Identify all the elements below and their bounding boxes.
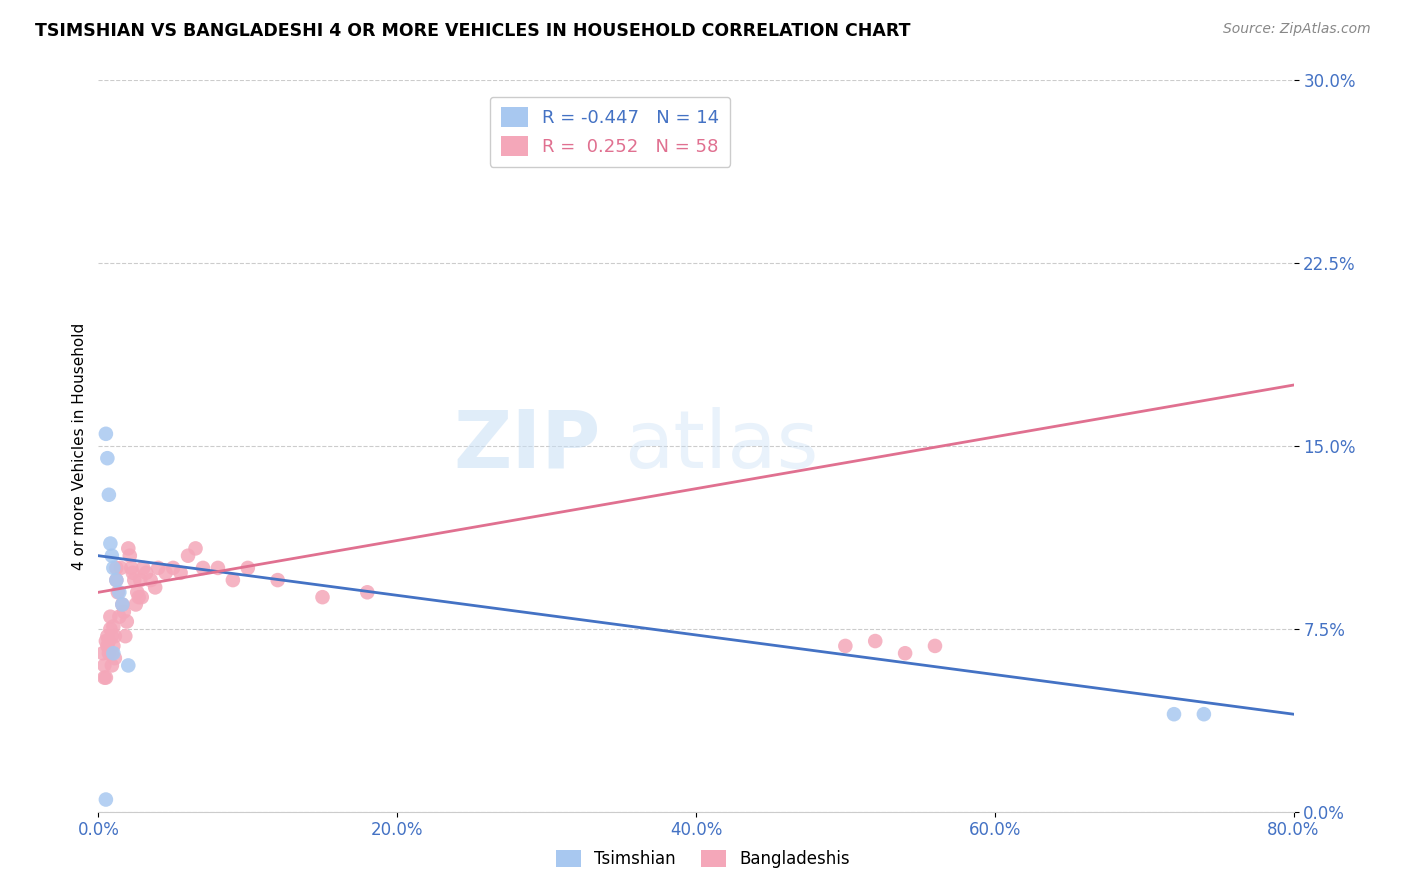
Point <box>96 639 118 653</box>
Point <box>356 585 378 599</box>
Text: atlas: atlas <box>624 407 818 485</box>
Point <box>107 585 129 599</box>
Point <box>1192 707 1215 722</box>
Point <box>207 561 229 575</box>
Point <box>124 573 146 587</box>
Point <box>121 566 143 580</box>
Point <box>97 634 120 648</box>
Point <box>98 536 122 550</box>
Point <box>222 573 245 587</box>
Point <box>103 639 125 653</box>
Point <box>105 573 128 587</box>
Point <box>94 792 117 806</box>
Point <box>108 609 131 624</box>
Point <box>96 451 118 466</box>
Point <box>129 573 152 587</box>
Point <box>103 646 125 660</box>
Point <box>834 639 856 653</box>
Point <box>184 541 207 556</box>
Point <box>103 619 125 633</box>
Point <box>101 549 124 563</box>
Point <box>267 573 290 587</box>
Point <box>111 598 134 612</box>
Point <box>93 671 115 685</box>
Point <box>112 605 135 619</box>
Point <box>94 634 117 648</box>
Point <box>94 426 117 441</box>
Point <box>139 573 162 587</box>
Point <box>120 561 142 575</box>
Point <box>101 629 124 643</box>
Point <box>94 671 117 685</box>
Point <box>114 629 136 643</box>
Point <box>148 561 170 575</box>
Point <box>96 629 118 643</box>
Y-axis label: 4 or more Vehicles in Household: 4 or more Vehicles in Household <box>72 322 87 570</box>
Point <box>117 658 139 673</box>
Point <box>98 609 122 624</box>
Point <box>117 541 139 556</box>
Point <box>93 658 115 673</box>
Point <box>101 646 124 660</box>
Point <box>865 634 887 648</box>
Point <box>169 566 191 580</box>
Point <box>191 561 214 575</box>
Point <box>103 561 125 575</box>
Point <box>108 585 131 599</box>
Point <box>111 598 134 612</box>
Point <box>162 561 184 575</box>
Point <box>924 639 946 653</box>
Point <box>110 561 132 575</box>
Point <box>91 646 114 660</box>
Text: Source: ZipAtlas.com: Source: ZipAtlas.com <box>1223 22 1371 37</box>
Point <box>1163 707 1185 722</box>
Point <box>125 598 148 612</box>
Legend: Tsimshian, Bangladeshis: Tsimshian, Bangladeshis <box>550 843 856 875</box>
Point <box>105 561 128 575</box>
Point <box>131 590 153 604</box>
Point <box>155 566 177 580</box>
Text: ZIP: ZIP <box>453 407 600 485</box>
Point <box>236 561 259 575</box>
Point <box>894 646 917 660</box>
Point <box>128 590 150 604</box>
Point <box>311 590 333 604</box>
Point <box>132 561 155 575</box>
Point <box>135 566 157 580</box>
Point <box>105 573 128 587</box>
Point <box>104 651 127 665</box>
Point <box>104 629 127 643</box>
Point <box>118 549 141 563</box>
Point <box>97 488 120 502</box>
Point <box>127 585 149 599</box>
Point <box>115 615 138 629</box>
Point <box>101 658 124 673</box>
Point <box>177 549 200 563</box>
Point <box>143 581 166 595</box>
Point <box>98 622 122 636</box>
Point <box>97 646 120 660</box>
Legend: R = -0.447   N = 14, R =  0.252   N = 58: R = -0.447 N = 14, R = 0.252 N = 58 <box>489 96 730 167</box>
Text: TSIMSHIAN VS BANGLADESHI 4 OR MORE VEHICLES IN HOUSEHOLD CORRELATION CHART: TSIMSHIAN VS BANGLADESHI 4 OR MORE VEHIC… <box>35 22 911 40</box>
